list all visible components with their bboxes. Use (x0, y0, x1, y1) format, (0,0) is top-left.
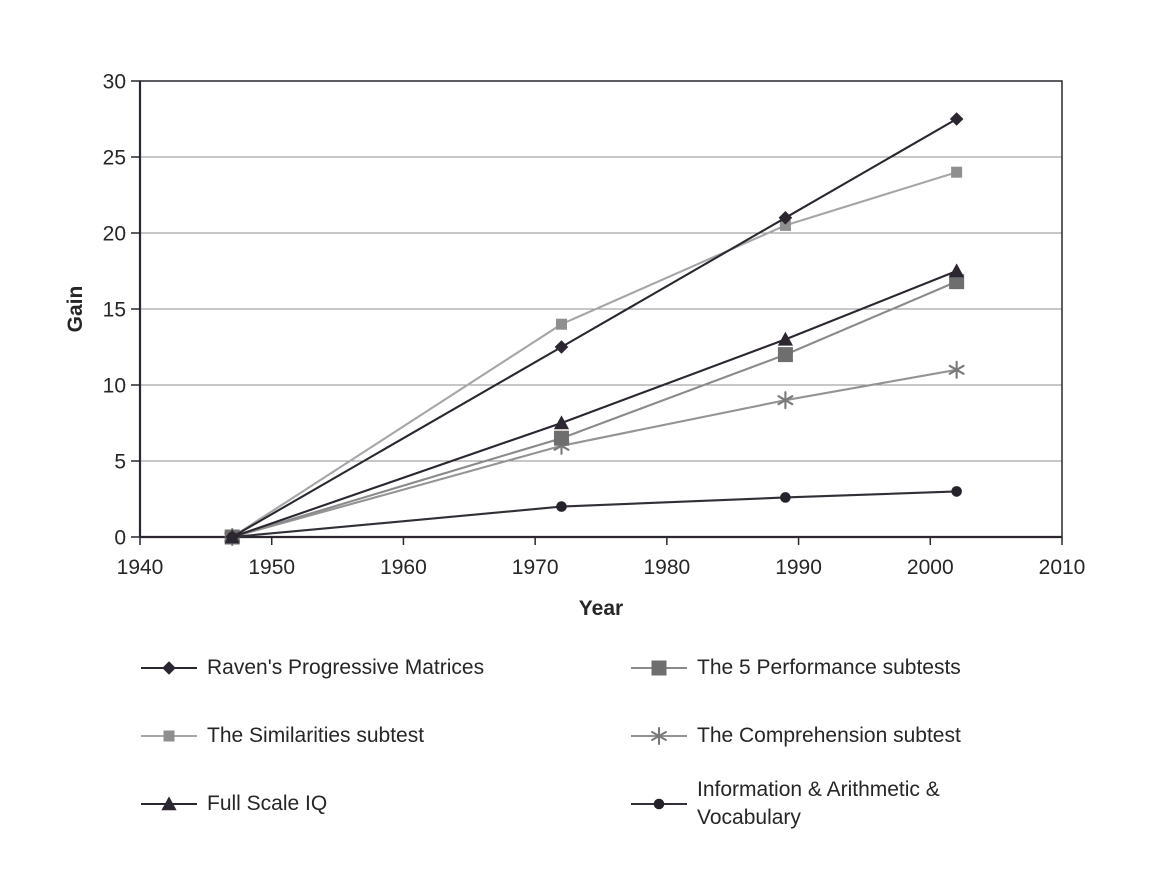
data-point-marker (556, 501, 567, 512)
series-square-large (224, 274, 965, 545)
data-point-marker (949, 112, 964, 126)
x-tick-label-1990: 1990 (775, 556, 822, 579)
x-tick-label-1960: 1960 (380, 556, 427, 579)
legend-item-info-arith-vocab: Information & Arithmetic & Vocabulary (630, 770, 1110, 838)
chart-line-triangle (231, 270, 958, 538)
x-tick-label-1980: 1980 (643, 556, 690, 579)
legend-glyph (161, 796, 177, 811)
chart-line-square-large (231, 280, 958, 539)
chart-line-circle (232, 490, 957, 539)
asterisk-ray (651, 730, 667, 742)
legend-column-right: The 5 Performance subtests The Comprehen… (630, 634, 1110, 838)
series-triangle (224, 263, 965, 544)
asterisk-ray (948, 364, 965, 375)
similarities-square-marker-icon (141, 730, 197, 742)
ravens-diamond-marker-icon (141, 661, 197, 675)
data-point-marker (777, 347, 793, 363)
legend-label-similarities: The Similarities subtest (207, 724, 425, 748)
data-point-marker (780, 492, 791, 503)
data-point-marker (553, 430, 569, 446)
data-point-marker (949, 263, 965, 278)
legend-item-performance: The 5 Performance subtests (630, 634, 1110, 702)
chart-line-square-small (231, 171, 957, 538)
data-point-marker (553, 415, 570, 430)
x-axis-title: Year (579, 597, 623, 620)
legend-label-performance: The 5 Performance subtests (697, 656, 961, 680)
legend-glyph (653, 798, 665, 810)
data-point-marker (555, 318, 567, 330)
data-series-layer (224, 112, 965, 547)
data-point-marker (554, 340, 569, 354)
asterisk-ray (777, 395, 794, 406)
performance-square-marker-icon (631, 660, 687, 676)
data-point-marker (777, 331, 793, 346)
data-point-marker (777, 391, 794, 410)
legend-column-left: Raven's Progressive Matrices The Similar… (140, 634, 610, 838)
line-chart: 1940 1950 1960 1970 1980 1990 2000 2010 0 5 10 15 20… (64, 71, 1086, 621)
data-point-marker (224, 529, 240, 544)
legend-item-ravens: Raven's Progressive Matrices (140, 634, 610, 702)
y-tick-label-25: 25 (103, 147, 126, 170)
chart-line-asterisk (231, 368, 957, 539)
legend-item-full-scale-iq: Full Scale IQ (140, 770, 610, 838)
x-tick-label-2000: 2000 (907, 556, 954, 579)
legend-label-full-scale-iq: Full Scale IQ (207, 792, 328, 816)
legend-glyph (162, 661, 176, 675)
legend-item-similarities: The Similarities subtest (140, 702, 610, 770)
series-diamond (225, 112, 964, 544)
gridlines-layer (140, 156, 1062, 462)
y-tick-label-5: 5 (114, 451, 126, 474)
y-tick-label-0: 0 (114, 527, 126, 550)
data-point-marker (951, 486, 962, 497)
x-tick-label-1950: 1950 (248, 556, 295, 579)
y-tick-label-10: 10 (103, 375, 126, 398)
series-circle (226, 486, 962, 543)
legend-label-line1: Information & Arithmetic & (697, 778, 940, 802)
chart-line-diamond (231, 118, 958, 538)
data-point-marker (778, 211, 793, 225)
x-tick-label-2010: 2010 (1039, 556, 1086, 579)
legend-glyph (163, 730, 175, 742)
legend-label-comprehension: The Comprehension subtest (697, 724, 961, 748)
legend-label-info-arith-vocab: Information & Arithmetic & Vocabulary (697, 776, 940, 831)
legend-glyph (651, 726, 667, 746)
data-point-marker (949, 274, 965, 290)
legend-glyph (651, 660, 667, 676)
y-tick-label-15: 15 (103, 299, 126, 322)
x-tick-label-1940: 1940 (117, 556, 164, 579)
y-axis-title: Gain (64, 286, 87, 333)
full-scale-iq-triangle-marker-icon (141, 796, 197, 811)
series-asterisk (224, 360, 965, 547)
info-arith-vocab-circle-marker-icon (631, 798, 687, 810)
legend-label-line2: Vocabulary (697, 806, 801, 829)
data-point-marker (951, 166, 963, 178)
data-point-marker (779, 219, 791, 231)
y-tick-label-20: 20 (103, 223, 126, 246)
series-square-small (226, 166, 963, 543)
legend-item-comprehension: The Comprehension subtest (630, 702, 1110, 770)
y-tick-label-30: 30 (103, 71, 126, 94)
legend-label-ravens: Raven's Progressive Matrices (207, 656, 485, 680)
x-tick-label-1970: 1970 (512, 556, 559, 579)
comprehension-asterisk-marker-icon (631, 726, 687, 746)
tick-layer: 1940 1950 1960 1970 1980 1990 2000 2010 0 5 10 15 20… (103, 71, 1086, 580)
data-point-marker (948, 360, 965, 379)
